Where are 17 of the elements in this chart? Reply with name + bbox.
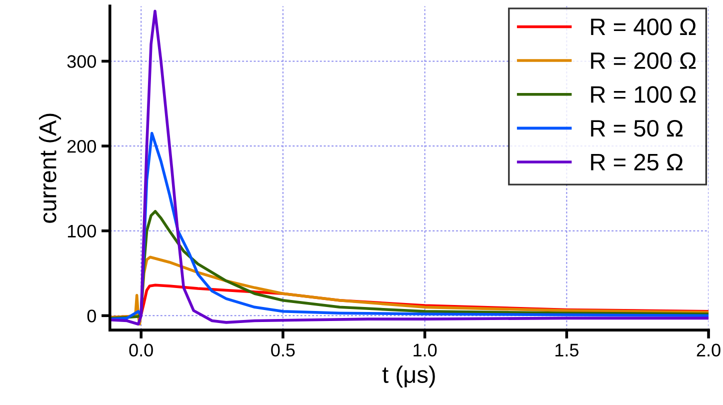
legend-label: R = 50 Ω (591, 120, 683, 137)
x-tick-label: 0.0 (129, 344, 153, 357)
y-tick-label: 200 (67, 140, 96, 153)
y-tick-label: 100 (68, 224, 96, 238)
y-tick-label: 0 (87, 310, 96, 322)
x-tick-label: 2.0 (696, 344, 720, 357)
legend-label: R = 25 Ω (591, 154, 683, 170)
legend-label: R = 100 Ω (591, 86, 696, 103)
y-tick-label: 300 (67, 55, 96, 68)
x-tick-label: 0.5 (271, 344, 295, 357)
x-tick-label: 1.5 (556, 344, 578, 357)
x-axis-title: t (μs) (382, 366, 435, 388)
x-tick-label: 1.0 (414, 344, 437, 357)
legend-label: R = 200 Ω (591, 52, 696, 70)
legend-label: R = 400 Ω (591, 18, 696, 36)
y-axis-title: current (A) (39, 114, 62, 223)
line-series (110, 10, 709, 326)
